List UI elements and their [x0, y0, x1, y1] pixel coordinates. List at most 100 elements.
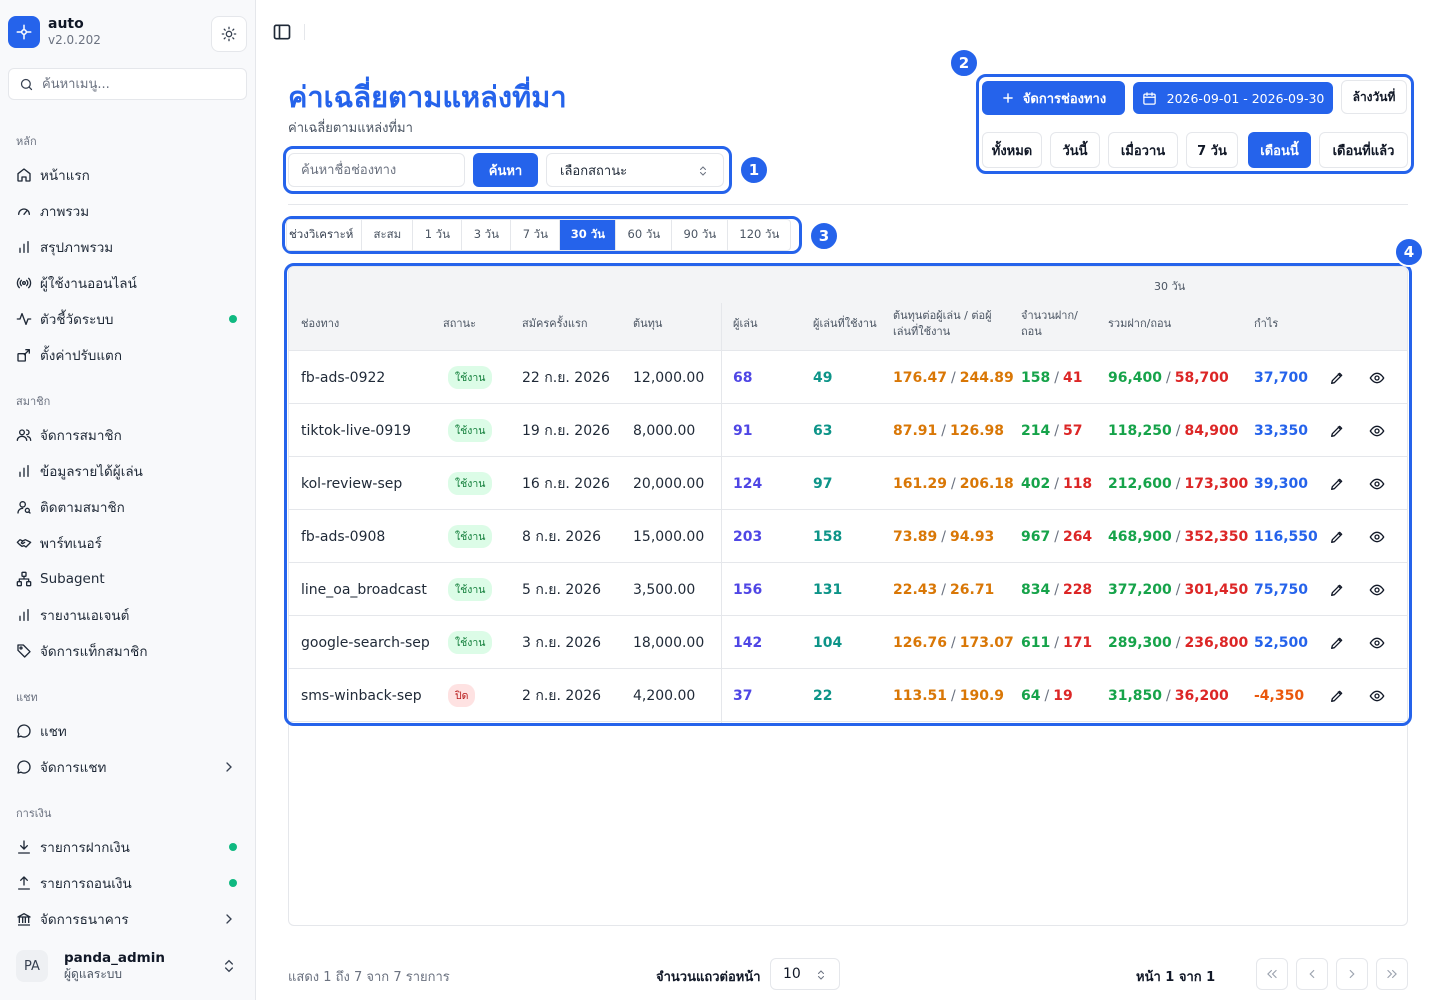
theme-toggle-button[interactable] [211, 16, 247, 52]
sidebar-item-home[interactable]: หน้าแรก [8, 159, 247, 191]
column-header-active-players[interactable]: ผู้เล่นที่ใช้งาน [813, 317, 877, 330]
cell-first-signup: 16 ก.ย. 2026 [522, 475, 610, 492]
sidebar-item-chat[interactable]: แชท [8, 715, 247, 747]
range-option-60d[interactable]: 60 วัน [616, 220, 673, 250]
view-button[interactable] [1367, 474, 1387, 494]
sidebar-item-online-users[interactable]: ผู้ใช้งานออนไลน์ [8, 267, 247, 299]
quick-range-last-month[interactable]: เดือนที่แล้ว [1319, 132, 1408, 168]
next-page-button[interactable] [1336, 958, 1368, 990]
status-badge: ใช้งาน [448, 631, 493, 654]
search-button[interactable]: ค้นหา [473, 153, 538, 187]
table-row[interactable]: line_oa_broadcast ใช้งาน 5 ก.ย. 2026 3,500.… [289, 563, 1407, 616]
column-header-dep-wd-count[interactable]: จำนวนฝาก/ถอน [1021, 309, 1078, 338]
view-button[interactable] [1367, 527, 1387, 547]
sidebar-item-settings[interactable]: ตั้งค่าปรับแตก [8, 339, 247, 371]
sidebar-item-deposits[interactable]: รายการฝากเงิน [8, 831, 247, 863]
sidebar-item-summary[interactable]: สรุปภาพรวม [8, 231, 247, 263]
quick-range-this-month[interactable]: เดือนนี้ [1248, 132, 1311, 168]
range-option-cumulative[interactable]: สะสม [362, 220, 414, 250]
last-page-button[interactable] [1376, 958, 1408, 990]
menu-search[interactable] [8, 68, 247, 100]
table-row[interactable]: sms-winback-sep ปิด 2 ก.ย. 2026 4,200.00 37 2… [289, 669, 1407, 722]
quick-range-yesterday[interactable]: เมื่อวาน [1108, 132, 1178, 168]
edit-button[interactable] [1327, 527, 1347, 547]
range-option-90d[interactable]: 90 วัน [672, 220, 729, 250]
menu-search-input[interactable] [42, 76, 232, 92]
sidebar-item-partner[interactable]: พาร์ทเนอร์ [8, 527, 247, 559]
header-divider [304, 24, 305, 40]
sidebar-item-member-tags[interactable]: จัดการแท็กสมาชิก [8, 635, 247, 667]
settings-share-icon [16, 347, 32, 363]
users-icon [16, 427, 32, 443]
sidebar-item-member-follow[interactable]: ติดตามสมาชิก [8, 491, 247, 523]
view-button[interactable] [1367, 368, 1387, 388]
table-row[interactable]: fb-ads-0922 ใช้งาน 22 ก.ย. 2026 12,000.00 68… [289, 351, 1407, 404]
separator-slash: / [941, 528, 947, 545]
range-option-120d[interactable]: 120 วัน [739, 227, 780, 241]
rows-per-page-select[interactable]: 10 [770, 958, 840, 990]
column-header-cost-per[interactable]: ต้นทุนต่อผู้เล่น / ต่อผู้เล่นที่ใช้งาน [893, 309, 992, 338]
table-row[interactable]: google-search-sep ใช้งาน 3 ก.ย. 2026 18,000… [289, 616, 1407, 669]
edit-button[interactable] [1327, 686, 1347, 706]
view-button[interactable] [1367, 580, 1387, 600]
clear-date-button[interactable]: ล้างวันที่ [1341, 80, 1407, 114]
table-row[interactable]: fb-ads-0908 ใช้งาน 8 ก.ย. 2026 15,000.00 203… [289, 510, 1407, 563]
column-header-profit[interactable]: กำไร [1254, 317, 1279, 330]
cell-withdraw-total: 173,300 [1184, 475, 1249, 492]
channel-search-input[interactable] [288, 153, 465, 187]
edit-button[interactable] [1327, 633, 1347, 653]
cell-withdraw-count: 118 [1062, 475, 1093, 492]
column-header-first-signup[interactable]: สมัครครั้งแรก [522, 317, 588, 330]
rows-per-page-label: จำนวนแถวต่อหน้า [656, 970, 761, 985]
first-page-button[interactable] [1256, 958, 1288, 990]
chevron-right-icon [221, 759, 237, 779]
edit-button[interactable] [1327, 474, 1347, 494]
quick-range-today[interactable]: วันนี้ [1050, 132, 1100, 168]
column-header-channel[interactable]: ช่องทาง [301, 317, 340, 330]
range-option-3d[interactable]: 3 วัน [462, 220, 512, 250]
page-indicator: หน้า 1 จาก 1 [1136, 970, 1216, 985]
sidebar-item-overview[interactable]: ภาพรวม [8, 195, 247, 227]
sidebar-item-member-manage[interactable]: จัดการสมาชิก [8, 419, 247, 451]
manage-channels-button[interactable]: จัดการช่องทาง [982, 81, 1125, 115]
prev-page-button[interactable] [1296, 958, 1328, 990]
sidebar-item-player-income[interactable]: ข้อมูลรายได้ผู้เล่น [8, 455, 247, 487]
sidebar-item-metrics[interactable]: ตัวชี้วัดระบบ [8, 303, 247, 335]
quick-range-7d[interactable]: 7 วัน [1186, 132, 1238, 168]
column-header-dep-wd-total[interactable]: รวมฝาก/ถอน [1108, 317, 1172, 330]
sidebar-item-chat-manage[interactable]: จัดการแชท [8, 751, 247, 783]
edit-button[interactable] [1327, 368, 1347, 388]
cell-cost-per-active: 244.89 [959, 369, 1014, 386]
column-header-status[interactable]: สถานะ [443, 317, 476, 330]
quick-range-all[interactable]: ทั้งหมด [982, 132, 1042, 168]
date-range-picker[interactable]: 2026-09-01 - 2026-09-30 [1133, 82, 1333, 114]
sidebar-item-label: จัดการสมาชิก [40, 428, 122, 444]
separator-slash: / [1044, 687, 1050, 704]
sidebar-item-agent-report[interactable]: รายงานเอเจนต์ [8, 599, 247, 631]
sidebar-toggle-button[interactable] [272, 22, 292, 42]
separator-slash: / [951, 634, 956, 651]
section-divider [288, 204, 1408, 205]
column-header-cost[interactable]: ต้นทุน [633, 317, 663, 330]
view-button[interactable] [1367, 421, 1387, 441]
column-header-players[interactable]: ผู้เล่น [733, 317, 758, 330]
sidebar-item-banks[interactable]: จัดการธนาคาร [8, 903, 247, 935]
user-menu[interactable]: PA panda_admin ผู้ดูแลระบบ [8, 944, 247, 988]
table-row[interactable]: kol-review-sep ใช้งาน 16 ก.ย. 2026 20,000.0… [289, 457, 1407, 510]
range-option-7d[interactable]: 7 วัน [511, 220, 561, 250]
cell-active-players: 104 [813, 634, 843, 651]
edit-button[interactable] [1327, 421, 1347, 441]
range-option-1d[interactable]: 1 วัน [413, 220, 463, 250]
cell-withdraw-total: 58,700 [1174, 369, 1229, 386]
view-button[interactable] [1367, 633, 1387, 653]
table-row[interactable]: tiktok-live-0919 ใช้งาน 19 ก.ย. 2026 8,000.… [289, 404, 1407, 457]
range-option-30d[interactable]: 30 วัน [560, 220, 617, 250]
brand[interactable]: auto v2.0.202 [8, 16, 101, 48]
status-select[interactable]: เลือกสถานะ [546, 153, 724, 187]
cell-cost-per-active: 206.18 [959, 475, 1014, 492]
sidebar-item-withdrawals[interactable]: รายการถอนเงิน [8, 867, 247, 899]
view-button[interactable] [1367, 686, 1387, 706]
sidebar-item-subagent[interactable]: Subagent [8, 563, 247, 595]
edit-button[interactable] [1327, 580, 1347, 600]
chevron-updown-icon [815, 968, 827, 986]
